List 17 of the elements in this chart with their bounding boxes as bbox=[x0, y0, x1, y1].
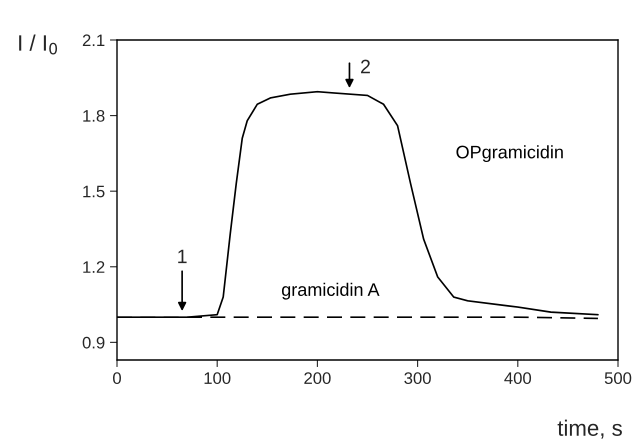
x-tick-label: 200 bbox=[304, 372, 331, 384]
y-tick-label: 2.1 bbox=[82, 34, 104, 46]
y-tick-label: 0.9 bbox=[82, 336, 104, 349]
x-axis-title: time, s bbox=[558, 420, 622, 439]
y-tick-label: 1.5 bbox=[83, 186, 104, 198]
x-tick-label: 500 bbox=[604, 372, 632, 384]
series-label: gramicidin A bbox=[282, 282, 380, 300]
x-tick-label: 300 bbox=[404, 372, 431, 384]
y-tick-label: 1.8 bbox=[83, 110, 104, 122]
annotation: 1 bbox=[178, 250, 187, 264]
annotation: 2 bbox=[361, 60, 370, 74]
y-tick-label: 1.2 bbox=[83, 261, 104, 273]
y-axis-title: I / I$_{0}$ bbox=[19, 34, 58, 54]
x-tick-label: 0 bbox=[113, 372, 121, 384]
text: OPgramicidin bbox=[456, 145, 563, 162]
x-tick-label: 400 bbox=[504, 372, 532, 384]
x-tick-label: 100 bbox=[204, 372, 230, 384]
